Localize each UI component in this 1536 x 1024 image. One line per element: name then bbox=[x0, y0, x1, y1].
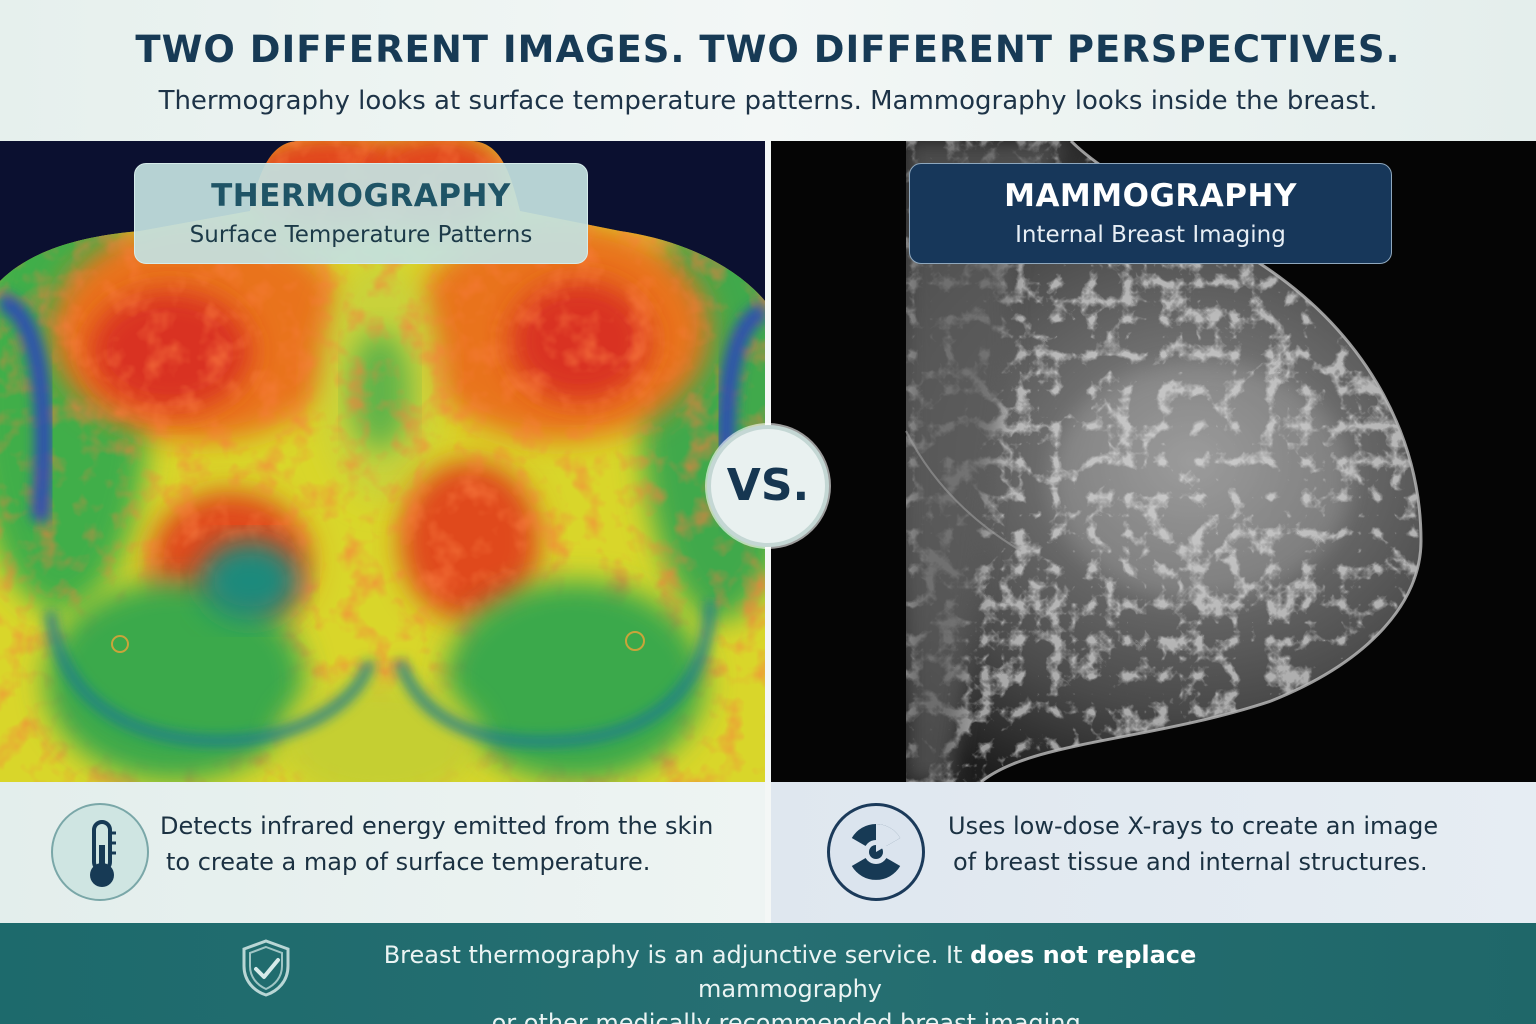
disclaimer-footer: Breast thermography is an adjunctive ser… bbox=[0, 923, 1536, 1024]
thermography-title: THERMOGRAPHY bbox=[211, 178, 511, 214]
thermography-description: Detects infrared energy emitted from the… bbox=[0, 782, 765, 923]
thermography-description-line1: Detects infrared energy emitted from the… bbox=[160, 812, 714, 840]
thermography-description-line2: to create a map of surface temperature. bbox=[166, 848, 651, 876]
thermography-panel: THERMOGRAPHY Surface Temperature Pattern… bbox=[0, 141, 765, 782]
mammography-description-text: Uses low-dose X-rays to create an image … bbox=[948, 808, 1518, 880]
mammography-title: MAMMOGRAPHY bbox=[1004, 178, 1297, 214]
radiation-icon bbox=[827, 803, 925, 901]
mammography-description: Uses low-dose X-rays to create an image … bbox=[771, 782, 1536, 923]
thermography-label: THERMOGRAPHY Surface Temperature Pattern… bbox=[134, 163, 588, 264]
shield-check-icon bbox=[242, 939, 290, 997]
disclaimer-text: Breast thermography is an adjunctive ser… bbox=[300, 938, 1280, 1024]
thermography-subtitle: Surface Temperature Patterns bbox=[189, 222, 533, 248]
mammography-subtitle: Internal Breast Imaging bbox=[1015, 222, 1286, 248]
page-subtitle: Thermography looks at surface temperatur… bbox=[158, 86, 1378, 116]
disclaimer-text-bold: does not replace bbox=[970, 941, 1197, 969]
thermometer-icon bbox=[51, 803, 149, 901]
mammography-description-line1: Uses low-dose X-rays to create an image bbox=[948, 812, 1439, 840]
mammography-label: MAMMOGRAPHY Internal Breast Imaging bbox=[909, 163, 1392, 264]
mammography-panel: MAMMOGRAPHY Internal Breast Imaging bbox=[771, 141, 1536, 782]
page-title: TWO DIFFERENT IMAGES. TWO DIFFERENT PERS… bbox=[135, 28, 1401, 71]
header: TWO DIFFERENT IMAGES. TWO DIFFERENT PERS… bbox=[0, 0, 1536, 141]
mammography-description-line2: of breast tissue and internal structures… bbox=[953, 848, 1428, 876]
thermography-description-text: Detects infrared energy emitted from the… bbox=[160, 808, 750, 880]
disclaimer-text-end: mammography bbox=[698, 975, 882, 1003]
disclaimer-text-line2: or other medically recommended breast im… bbox=[491, 1009, 1089, 1024]
vs-badge: VS. bbox=[707, 425, 829, 547]
disclaimer-text-start: Breast thermography is an adjunctive ser… bbox=[383, 941, 971, 969]
thermal-breast-image bbox=[0, 141, 765, 782]
